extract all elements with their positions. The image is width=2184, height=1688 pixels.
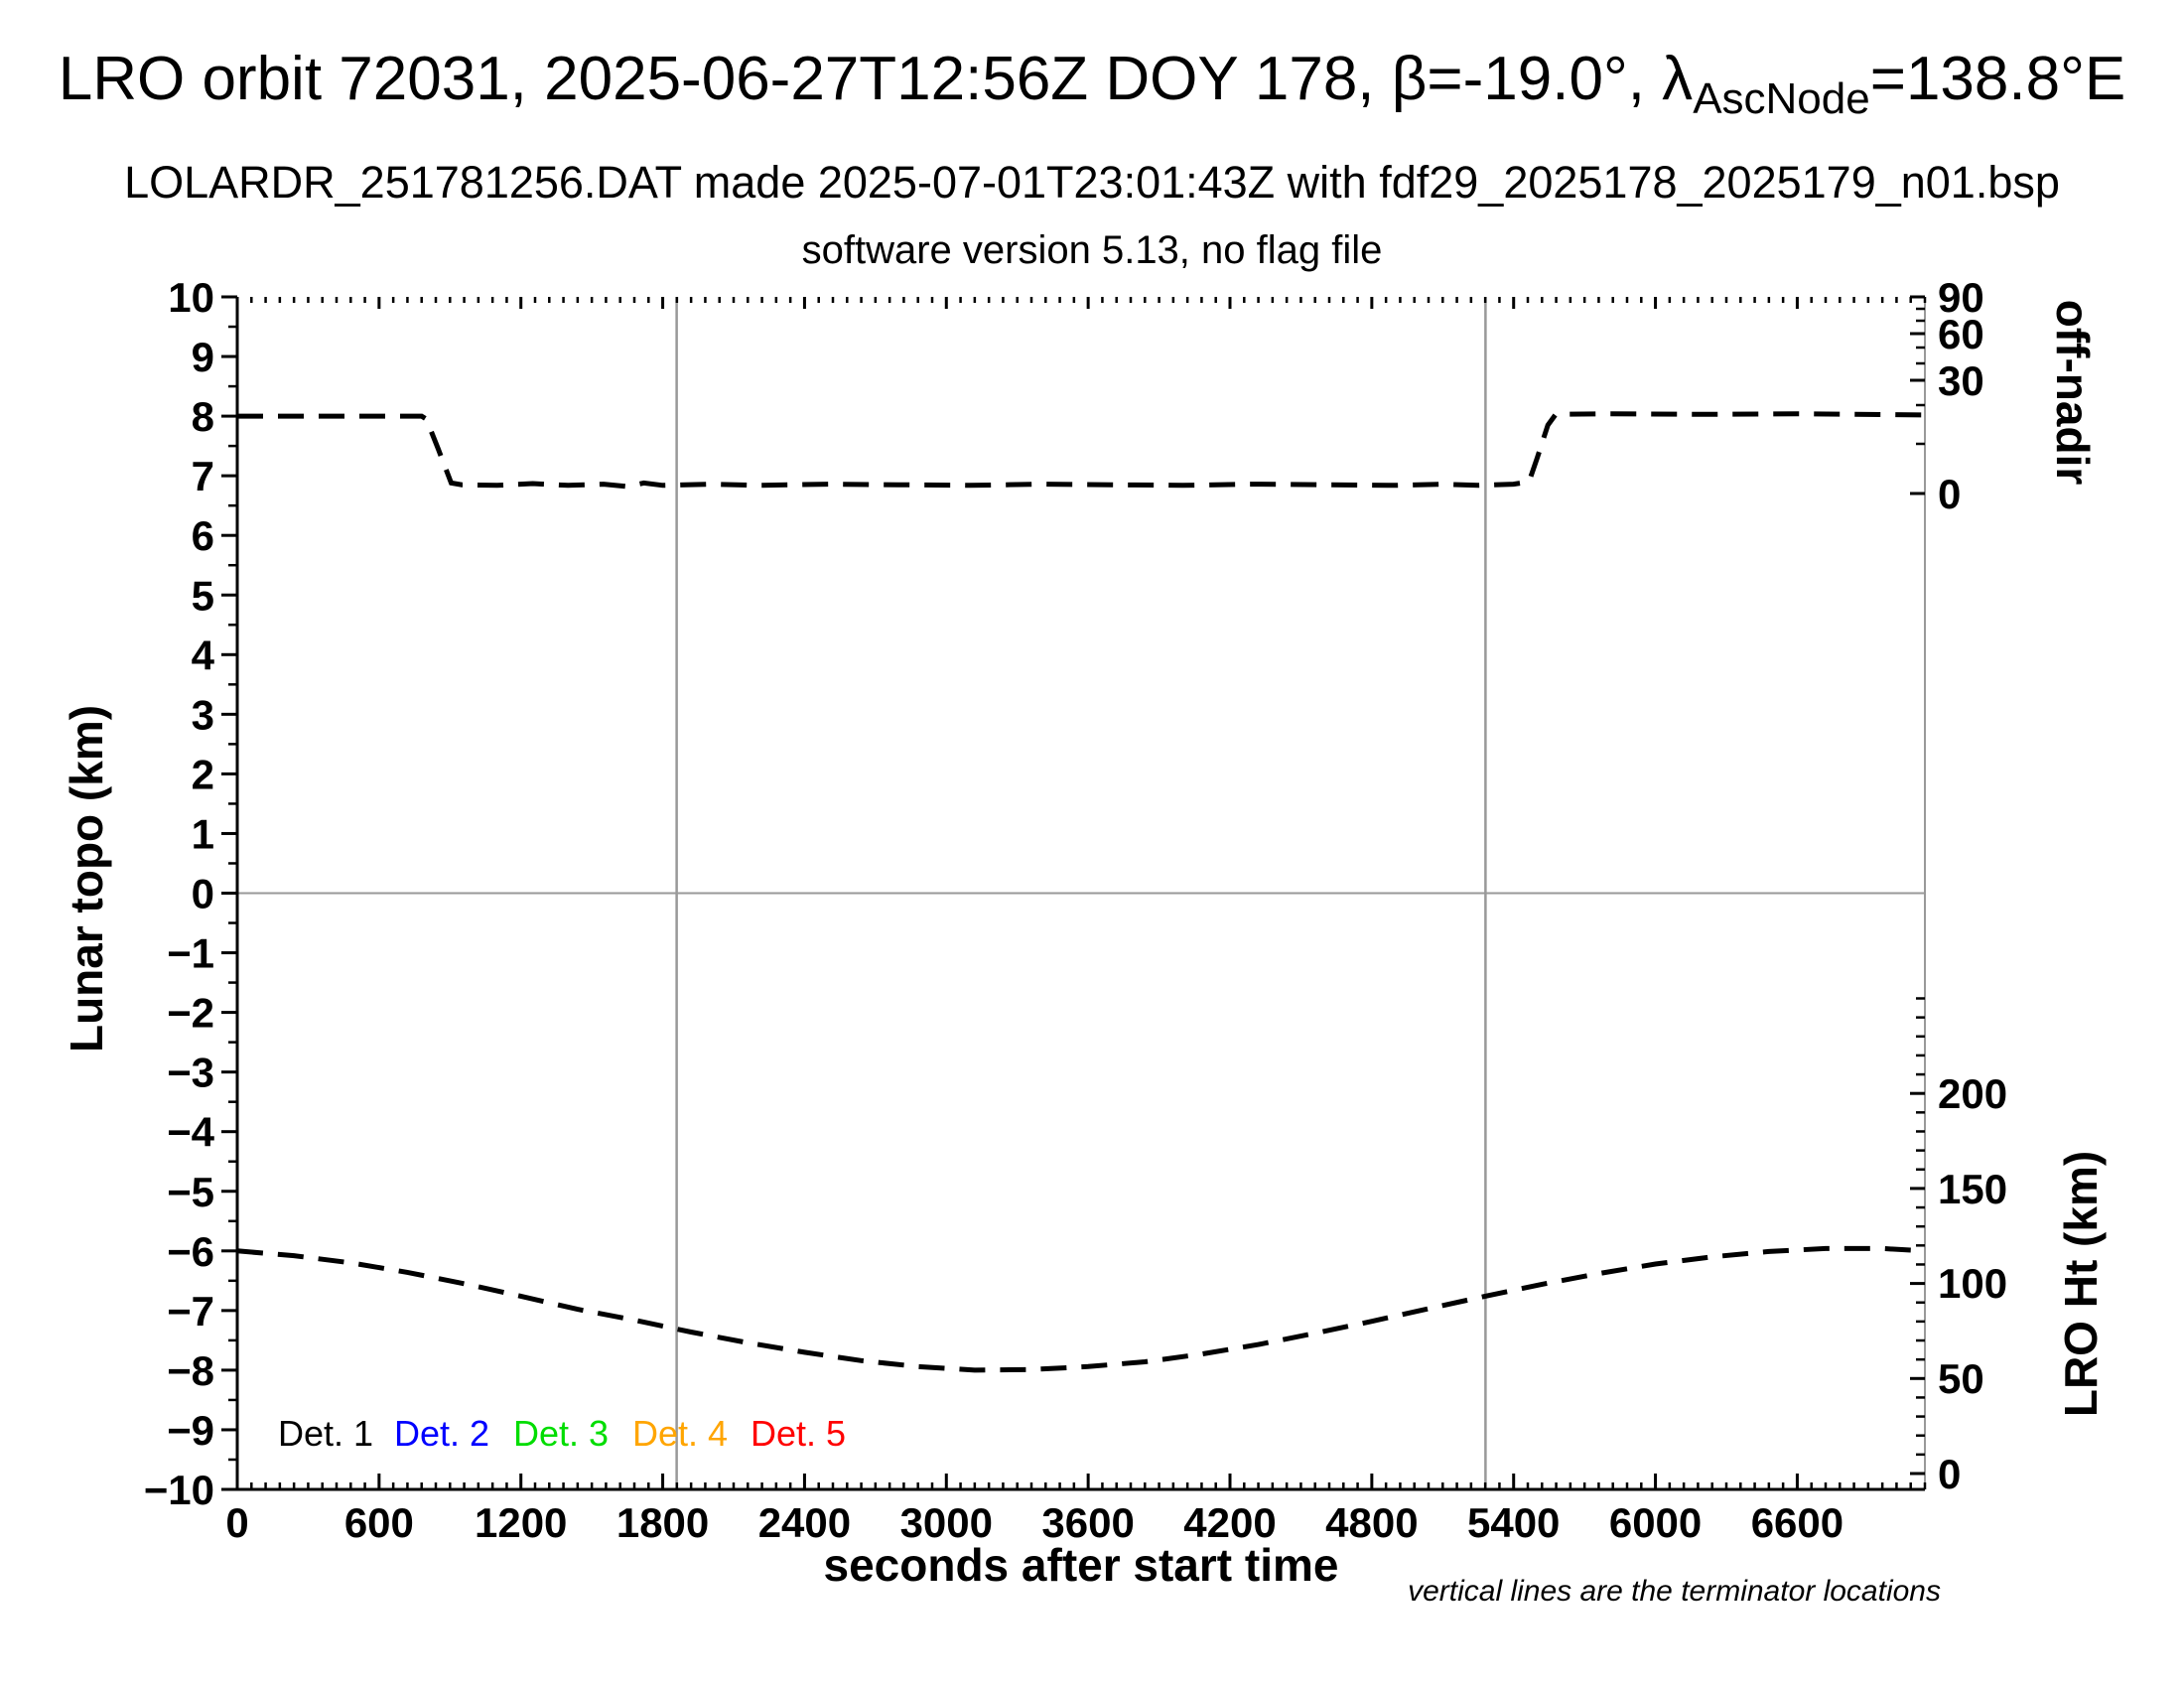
y-tick-label: −6 <box>167 1228 214 1275</box>
legend-item-4: Det. 4 <box>632 1413 728 1454</box>
y-tick-label: −10 <box>144 1467 214 1513</box>
y-tick-label: 1 <box>192 810 214 857</box>
x-tick-label: 600 <box>344 1499 414 1546</box>
lroht-tick-label: 100 <box>1938 1260 2007 1307</box>
plot-title-suffix: =138.8°E <box>1869 45 2126 113</box>
legend-item-5: Det. 5 <box>751 1413 846 1454</box>
x-tick-label: 6600 <box>1751 1499 1843 1546</box>
y-tick-label: 6 <box>192 512 214 559</box>
y-tick-label: 4 <box>192 632 215 678</box>
plot-title-subscript: AscNode <box>1693 74 1870 123</box>
y-axis-right-bottom-title: LRO Ht (km) <box>2055 1151 2107 1417</box>
offnadir-tick-label: 60 <box>1938 311 1984 357</box>
off-nadir-angle-curve <box>237 411 1926 490</box>
x-tick-label: 3000 <box>900 1499 993 1546</box>
lroht-tick-label: 0 <box>1938 1451 1961 1497</box>
lroht-tick-label: 150 <box>1938 1166 2007 1212</box>
y-tick-label: −5 <box>167 1169 214 1215</box>
x-axis-title: seconds after start time <box>824 1539 1339 1591</box>
y-tick-label: 0 <box>192 871 214 917</box>
y-tick-label: 8 <box>192 393 214 440</box>
lroht-tick-label: 50 <box>1938 1355 1984 1402</box>
x-tick-label: 2400 <box>758 1499 851 1546</box>
y-tick-label: −8 <box>167 1347 214 1394</box>
y-axis-left-title: Lunar topo (km) <box>61 705 112 1053</box>
y-tick-label: 9 <box>192 334 214 380</box>
x-tick-label: 4800 <box>1325 1499 1418 1546</box>
plot-subtitle-version: software version 5.13, no flag file <box>801 228 1383 272</box>
terminator-note: vertical lines are the terminator locati… <box>1408 1575 1941 1608</box>
x-tick-label: 4200 <box>1183 1499 1276 1546</box>
y-tick-label: 10 <box>168 274 214 321</box>
legend-item-1: Det. 1 <box>278 1413 373 1454</box>
y-tick-label: 7 <box>192 453 214 499</box>
lroht-tick-label: 200 <box>1938 1070 2007 1117</box>
offnadir-tick-label: 30 <box>1938 357 1984 404</box>
y-tick-label: −4 <box>167 1109 215 1156</box>
x-tick-label: 6000 <box>1609 1499 1702 1546</box>
y-tick-label: −1 <box>167 930 214 977</box>
plot-subtitle-file: LOLARDR_251781256.DAT made 2025-07-01T23… <box>124 157 2060 208</box>
offnadir-tick-label: 0 <box>1938 471 1961 517</box>
y-axis-right-top-title: off-nadir <box>2047 300 2099 486</box>
x-tick-label: 3600 <box>1041 1499 1134 1546</box>
y-tick-label: 3 <box>192 691 214 738</box>
plot-title: LRO orbit 72031, 2025-06-27T12:56Z DOY 1… <box>0 44 2184 124</box>
y-tick-label: −7 <box>167 1288 214 1335</box>
offnadir-tick-label: 90 <box>1938 274 1984 321</box>
y-tick-label: −3 <box>167 1050 214 1096</box>
legend-item-2: Det. 2 <box>394 1413 489 1454</box>
y-tick-label: −9 <box>167 1407 214 1454</box>
plot-title-main: LRO orbit 72031, 2025-06-27T12:56Z DOY 1… <box>58 45 1694 113</box>
legend-item-3: Det. 3 <box>513 1413 609 1454</box>
lro-height-curve <box>236 1245 1926 1373</box>
x-tick-label: 1800 <box>616 1499 709 1546</box>
y-tick-label: −2 <box>167 990 214 1037</box>
y-tick-label: 2 <box>192 751 214 797</box>
x-tick-label: 5400 <box>1467 1499 1560 1546</box>
x-tick-label: 1200 <box>475 1499 567 1546</box>
y-tick-label: 5 <box>192 572 214 619</box>
x-tick-label: 0 <box>225 1499 248 1546</box>
